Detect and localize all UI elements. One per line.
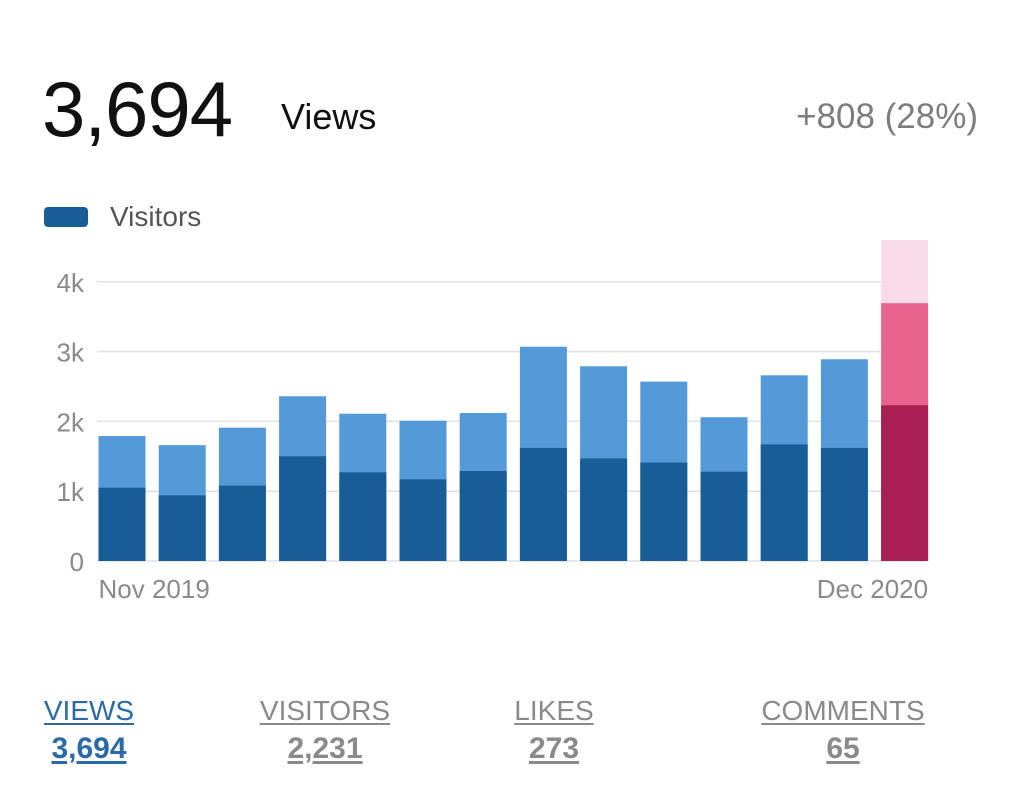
stat-tab-likes-value: 273 bbox=[528, 732, 580, 765]
bar-visitors-11 bbox=[760, 444, 808, 561]
bar-visitors-12 bbox=[820, 447, 868, 561]
bar-cap-13 bbox=[881, 239, 929, 304]
stat-tab-views[interactable]: VIEWS 3,694 bbox=[30, 692, 148, 768]
bar-visitors-7 bbox=[519, 447, 567, 561]
stat-tab-visitors-value: 2,231 bbox=[287, 732, 363, 765]
bar-visitors-5 bbox=[399, 479, 447, 561]
stat-tab-comments-label: COMMENTS bbox=[761, 695, 925, 726]
bar-visitors-4 bbox=[339, 472, 387, 561]
x-tick-label-last: Dec 2020 bbox=[817, 574, 928, 604]
stat-tab-likes[interactable]: LIKES 273 bbox=[498, 692, 610, 768]
stat-tab-likes-label: LIKES bbox=[514, 695, 594, 726]
stat-tab-views-label: VIEWS bbox=[43, 695, 135, 726]
stat-tab-comments[interactable]: COMMENTS 65 bbox=[738, 692, 948, 768]
stat-tab-visitors[interactable]: VISITORS 2,231 bbox=[245, 692, 405, 768]
bar-visitors-9 bbox=[640, 462, 688, 561]
total-views-value: 3,694 bbox=[42, 65, 233, 153]
y-tick-label-0: 0 bbox=[70, 547, 84, 577]
legend-label-visitors: Visitors bbox=[110, 201, 202, 232]
y-tick-label-1: 1k bbox=[57, 477, 85, 507]
views-bar-chart: 0 1k 2k 3k 4k Nov 2019 Dec 2020 bbox=[57, 239, 929, 604]
bar-visitors-6 bbox=[459, 470, 507, 561]
stat-tab-visitors-label: VISITORS bbox=[259, 695, 391, 726]
y-tick-label-3: 3k bbox=[57, 338, 85, 368]
y-tick-label-4: 4k bbox=[57, 268, 85, 298]
bar-visitors-10 bbox=[700, 471, 748, 561]
legend-swatch-visitors bbox=[44, 207, 88, 227]
stat-tab-comments-value: 65 bbox=[826, 732, 860, 765]
change-indicator: +808 (28%) bbox=[796, 97, 978, 136]
bar-visitors-13 bbox=[881, 405, 929, 561]
x-tick-label-first: Nov 2019 bbox=[99, 574, 210, 604]
bar-visitors-2 bbox=[218, 485, 266, 561]
bar-visitors-3 bbox=[279, 456, 327, 561]
bar-visitors-8 bbox=[580, 458, 628, 561]
bar-visitors-0 bbox=[98, 487, 146, 561]
chart-legend: Visitors bbox=[44, 199, 201, 235]
y-tick-label-2: 2k bbox=[57, 407, 85, 437]
stats-tab-bar: VIEWS 3,694 VISITORS 2,231 LIKES 273 COM… bbox=[0, 692, 1024, 772]
total-views-label: Views bbox=[281, 96, 377, 137]
stat-tab-views-value: 3,694 bbox=[51, 732, 127, 765]
bar-visitors-1 bbox=[158, 495, 206, 561]
